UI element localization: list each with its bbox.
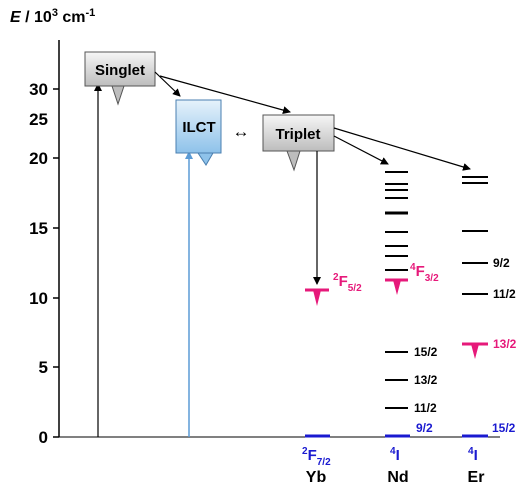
er-ion-label: Er [468,469,485,486]
y-axis-ticks [53,88,59,438]
yb-ion-label: Yb [306,469,327,486]
ilct-state-box: ILCT [175,99,222,166]
triplet-to-nd-arrow [333,135,389,165]
singlet-to-ilct-arrow [154,71,181,97]
nd-ion-label: Nd [387,469,408,486]
tick-label-5: 5 [39,358,48,377]
singlet-to-triplet-arrow [159,75,291,114]
er-level-11-2: 11/2 [493,287,516,301]
er-level-9-2: 9/2 [493,256,510,270]
triplet-label: Triplet [275,126,320,143]
yb-levels [305,288,330,438]
yb-excited-label: 2F5/2 [333,272,362,294]
triplet-to-er-arrow [333,127,471,171]
nd-emitting-label: 4F3/2 [410,262,439,284]
er-ground-label: 4I [468,446,478,464]
nd-level-13-2: 13/2 [414,373,438,387]
singlet-state-box: Singlet [84,51,156,106]
nd-level-15-2: 15/2 [414,345,438,359]
tick-label-30: 30 [29,80,48,99]
nd-ground-label: 4I [390,446,400,464]
tick-label-25: 25 [29,110,48,129]
triplet-state-box: Triplet [262,114,335,172]
er-emission-marker [471,344,479,359]
yb-ground-label: 2F7/2 [302,446,331,468]
ilct-label: ILCT [182,119,215,136]
tick-label-0: 0 [39,428,48,447]
ilct-triplet-exchange-symbol: ↔ [233,122,250,141]
singlet-label: Singlet [95,62,145,79]
er-level-13-2: 13/2 [493,337,517,351]
tick-label-15: 15 [29,219,48,238]
axis-title: E / 103 cm-1 [10,7,95,26]
nd-levels [385,171,408,409]
er-level-15-2: 15/2 [492,421,516,435]
er-levels [462,176,488,295]
nd-level-9-2: 9/2 [416,421,433,435]
tick-label-10: 10 [29,289,48,308]
tick-label-20: 20 [29,149,48,168]
nd-level-11-2: 11/2 [414,401,437,415]
nd-emission-marker [393,280,401,295]
yb-emission-marker [313,290,321,306]
